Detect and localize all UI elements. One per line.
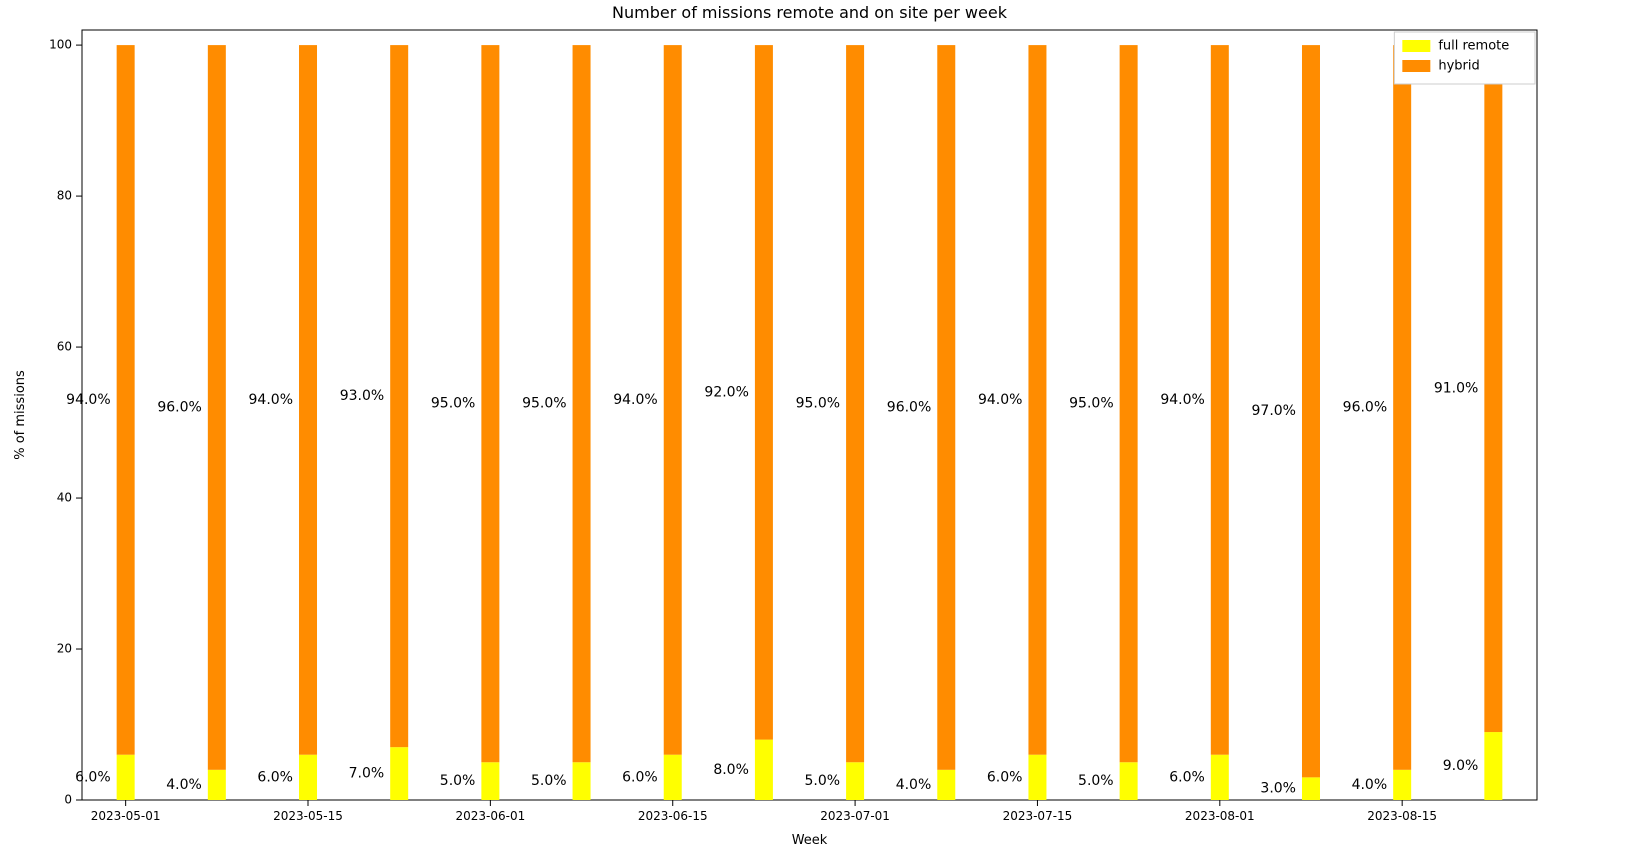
bar-hybrid bbox=[1302, 45, 1320, 777]
bar-full-remote bbox=[573, 762, 591, 800]
bar-hybrid bbox=[937, 45, 955, 770]
legend-swatch bbox=[1402, 60, 1430, 72]
bar-label-full-remote: 6.0% bbox=[1169, 769, 1205, 785]
bar-label-full-remote: 9.0% bbox=[1443, 758, 1479, 774]
bar-hybrid bbox=[1484, 45, 1502, 732]
bar-full-remote bbox=[755, 740, 773, 800]
bar-label-hybrid: 96.0% bbox=[1343, 399, 1387, 415]
bar-label-full-remote: 6.0% bbox=[257, 769, 293, 785]
bar-hybrid bbox=[208, 45, 226, 770]
bar-hybrid bbox=[117, 45, 135, 755]
bar-full-remote bbox=[1302, 777, 1320, 800]
bar-hybrid bbox=[299, 45, 317, 755]
bar-full-remote bbox=[1120, 762, 1138, 800]
bar-hybrid bbox=[1028, 45, 1046, 755]
x-axis-label: Week bbox=[792, 833, 828, 848]
bar-label-full-remote: 4.0% bbox=[166, 777, 202, 793]
bar-label-full-remote: 6.0% bbox=[622, 769, 658, 785]
bar-label-hybrid: 91.0% bbox=[1434, 381, 1478, 397]
bar-label-hybrid: 94.0% bbox=[978, 392, 1022, 408]
bar-label-hybrid: 97.0% bbox=[1252, 403, 1296, 419]
bar-hybrid bbox=[573, 45, 591, 762]
x-tick-label: 2023-07-15 bbox=[1003, 809, 1073, 823]
chart-title: Number of missions remote and on site pe… bbox=[612, 3, 1008, 22]
bar-label-hybrid: 94.0% bbox=[249, 392, 293, 408]
y-tick-label: 20 bbox=[57, 642, 72, 656]
legend-label: hybrid bbox=[1438, 59, 1479, 74]
bar-full-remote bbox=[481, 762, 499, 800]
bar-label-full-remote: 7.0% bbox=[349, 766, 385, 782]
y-tick-label: 100 bbox=[49, 38, 72, 52]
bar-full-remote bbox=[1393, 770, 1411, 800]
bar-hybrid bbox=[481, 45, 499, 762]
x-tick-label: 2023-05-01 bbox=[91, 809, 161, 823]
bar-full-remote bbox=[117, 755, 135, 800]
bar-label-full-remote: 8.0% bbox=[713, 762, 749, 778]
bar-label-hybrid: 96.0% bbox=[157, 399, 201, 415]
y-axis-label: % of missions bbox=[13, 370, 28, 460]
bar-full-remote bbox=[1484, 732, 1502, 800]
bar-hybrid bbox=[846, 45, 864, 762]
bar-full-remote bbox=[937, 770, 955, 800]
bar-label-full-remote: 5.0% bbox=[440, 773, 476, 789]
bar-label-hybrid: 95.0% bbox=[431, 396, 475, 412]
bar-label-full-remote: 5.0% bbox=[1078, 773, 1114, 789]
bar-hybrid bbox=[664, 45, 682, 755]
bar-label-hybrid: 94.0% bbox=[66, 392, 110, 408]
y-tick-label: 60 bbox=[57, 340, 72, 354]
bar-label-full-remote: 6.0% bbox=[75, 769, 111, 785]
bar-label-hybrid: 95.0% bbox=[522, 396, 566, 412]
x-tick-label: 2023-08-01 bbox=[1185, 809, 1255, 823]
bar-full-remote bbox=[390, 747, 408, 800]
bar-label-full-remote: 5.0% bbox=[531, 773, 567, 789]
x-tick-label: 2023-06-15 bbox=[638, 809, 708, 823]
x-tick-label: 2023-08-15 bbox=[1367, 809, 1437, 823]
bar-label-hybrid: 95.0% bbox=[1069, 396, 1113, 412]
y-tick-label: 80 bbox=[57, 189, 72, 203]
bar-full-remote bbox=[846, 762, 864, 800]
bar-label-full-remote: 4.0% bbox=[1352, 777, 1388, 793]
bar-label-full-remote: 5.0% bbox=[805, 773, 841, 789]
bar-full-remote bbox=[1211, 755, 1229, 800]
bar-label-full-remote: 3.0% bbox=[1260, 781, 1296, 797]
bar-hybrid bbox=[1120, 45, 1138, 762]
bar-label-hybrid: 95.0% bbox=[796, 396, 840, 412]
bar-label-hybrid: 94.0% bbox=[613, 392, 657, 408]
bar-full-remote bbox=[1028, 755, 1046, 800]
bar-label-full-remote: 4.0% bbox=[896, 777, 932, 793]
bar-label-hybrid: 92.0% bbox=[704, 384, 748, 400]
missions-per-week-chart: 0 20 40 60 80 100 2023-05-01 2023-05-15 2023-06-… bbox=[0, 0, 1634, 864]
bar-hybrid bbox=[755, 45, 773, 740]
bar-hybrid bbox=[1393, 45, 1411, 770]
bar-full-remote bbox=[208, 770, 226, 800]
y-tick-label: 40 bbox=[57, 491, 72, 505]
x-tick-label: 2023-05-15 bbox=[273, 809, 343, 823]
legend-label: full remote bbox=[1438, 39, 1509, 54]
bar-label-hybrid: 94.0% bbox=[1160, 392, 1204, 408]
bar-label-hybrid: 93.0% bbox=[340, 388, 384, 404]
x-tick-label: 2023-07-01 bbox=[820, 809, 890, 823]
bar-full-remote bbox=[664, 755, 682, 800]
bar-full-remote bbox=[299, 755, 317, 800]
bar-label-hybrid: 96.0% bbox=[887, 399, 931, 415]
bar-label-full-remote: 6.0% bbox=[987, 769, 1023, 785]
y-tick-label: 0 bbox=[64, 793, 72, 807]
legend-swatch bbox=[1402, 40, 1430, 52]
bar-hybrid bbox=[1211, 45, 1229, 755]
x-tick-label: 2023-06-01 bbox=[455, 809, 525, 823]
bar-hybrid bbox=[390, 45, 408, 747]
